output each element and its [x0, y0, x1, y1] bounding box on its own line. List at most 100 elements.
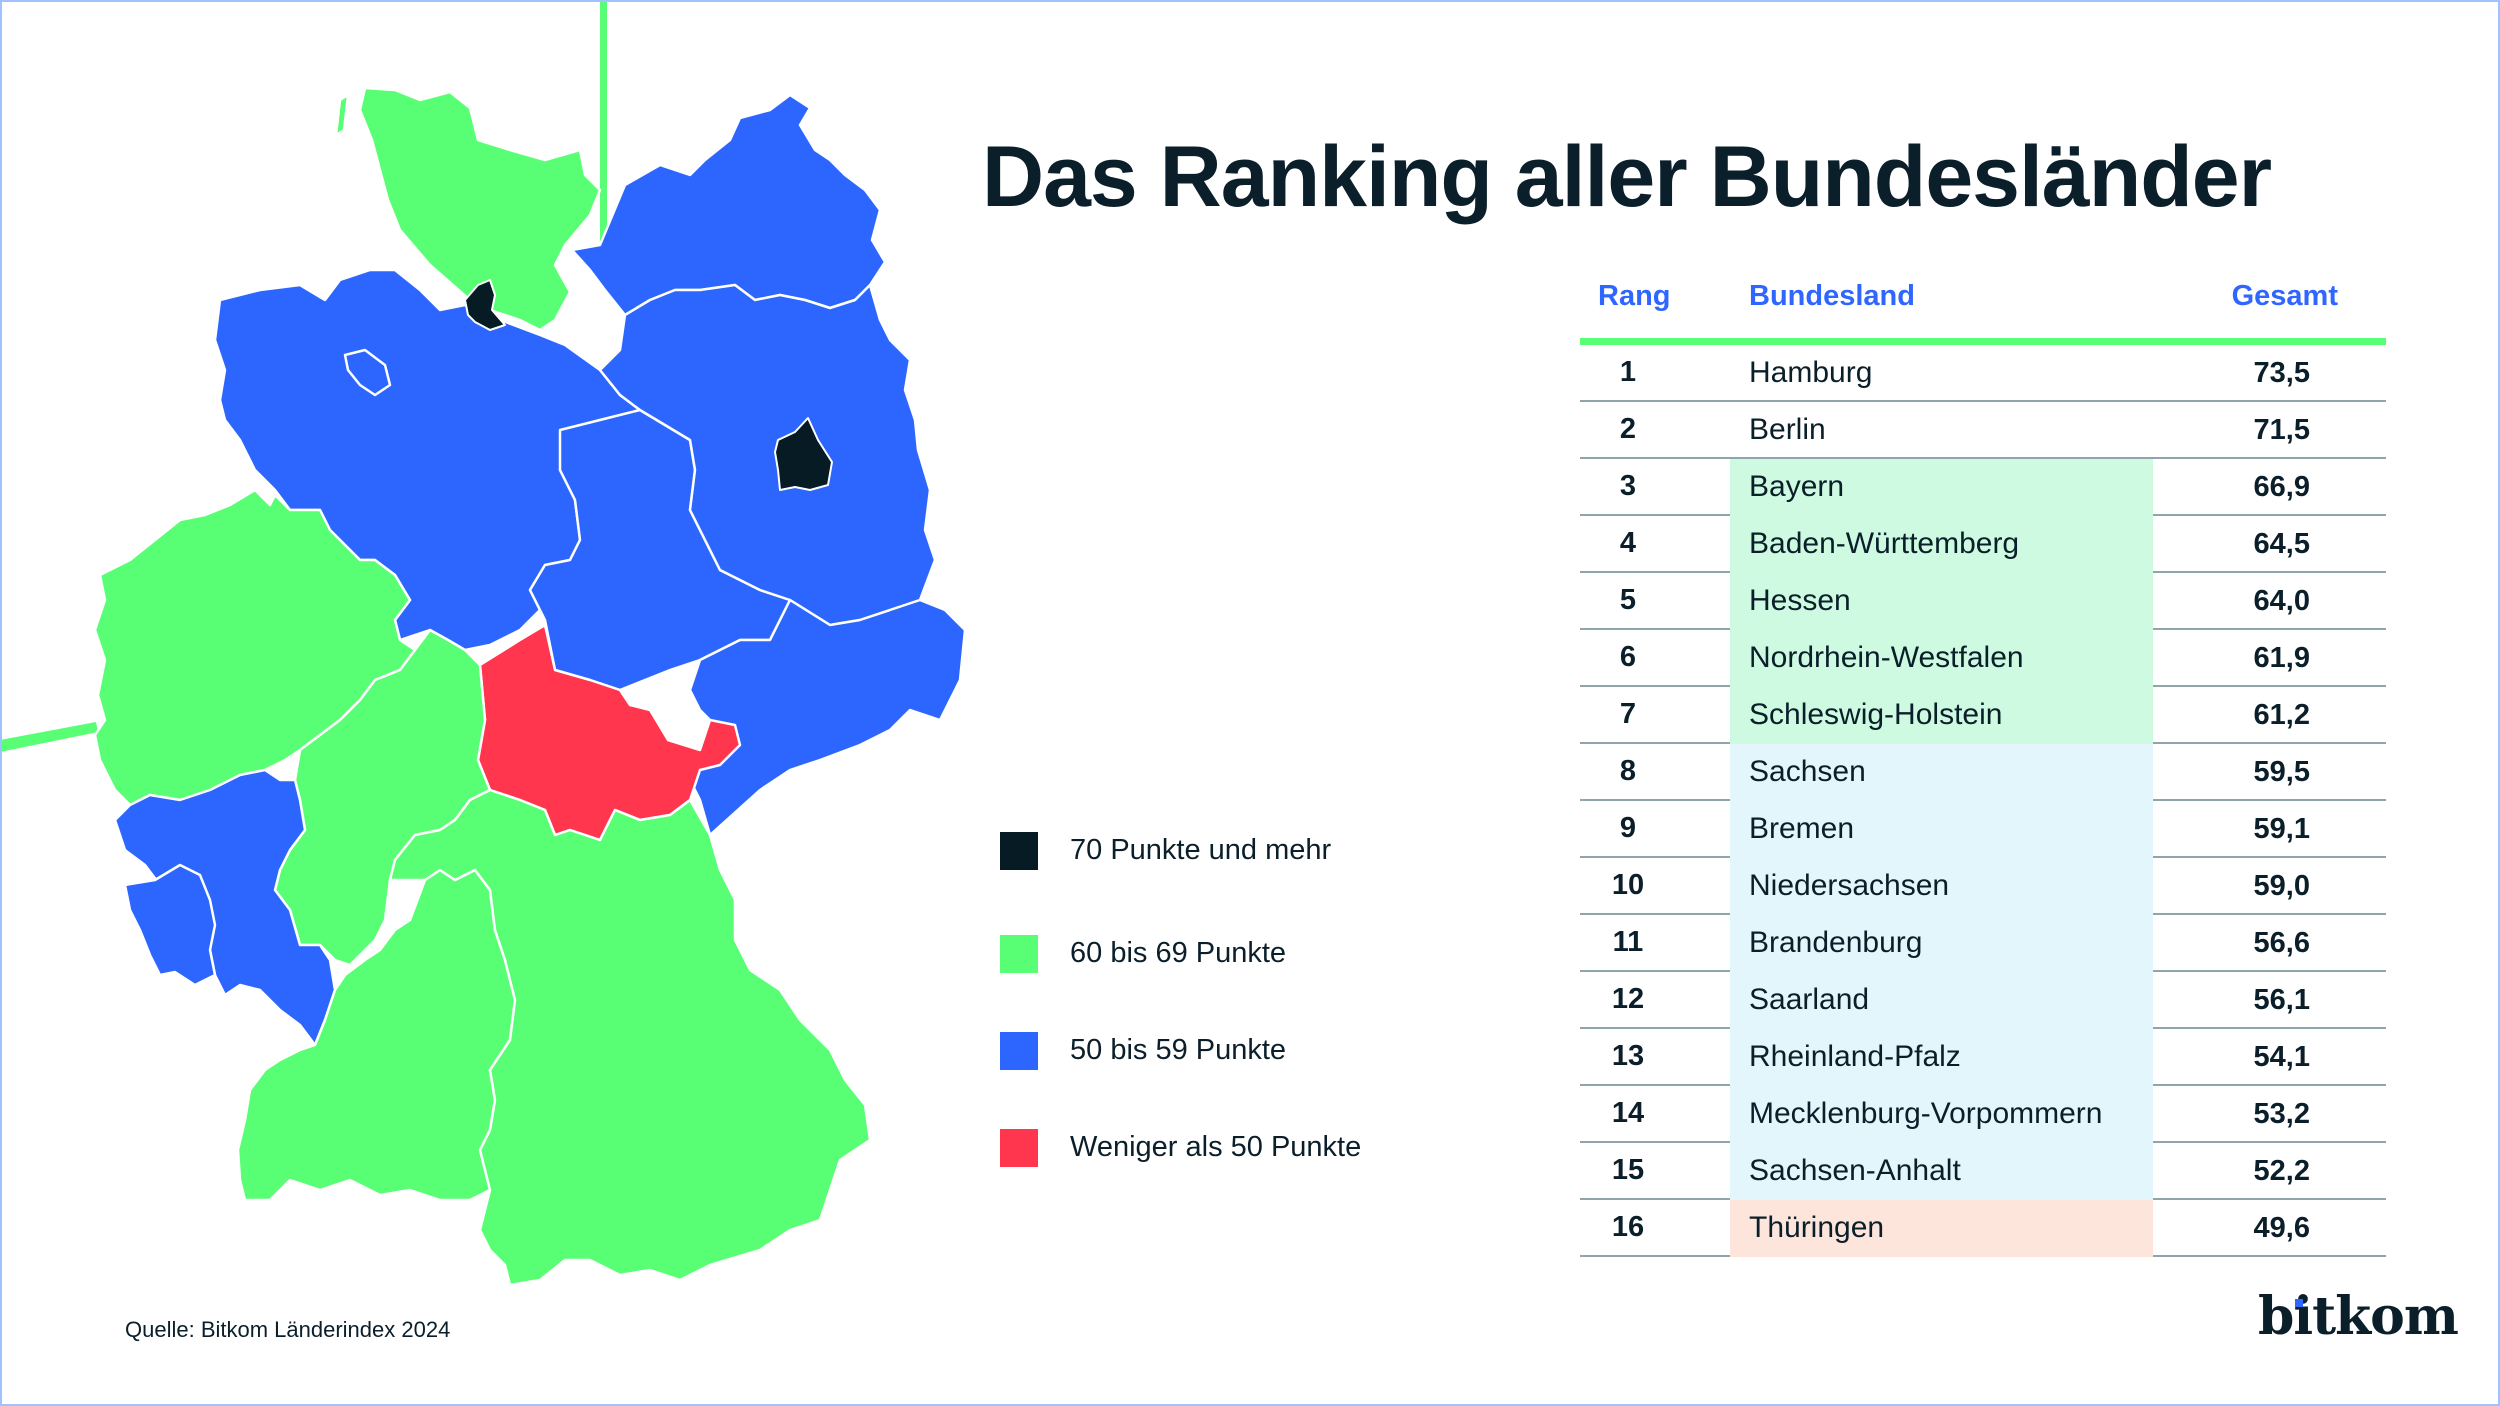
- header-rank: Rang: [1598, 280, 1671, 312]
- legend-label: Weniger als 50 Punkte: [1070, 1131, 1362, 1163]
- row-highlight: [1730, 744, 2153, 801]
- row-highlight: [1730, 573, 2153, 630]
- total-cell: 59,5: [2253, 756, 2310, 788]
- state-bayern: [388, 788, 872, 1287]
- row-highlight: [1730, 972, 2153, 1029]
- state-cell: Rheinland-Pfalz: [1749, 1040, 1961, 1073]
- rank-cell: 13: [1611, 1040, 1645, 1072]
- rank-cell: 14: [1611, 1097, 1645, 1129]
- total-cell: 64,0: [2253, 585, 2310, 617]
- row-highlight: [1730, 516, 2153, 573]
- table-row: 14 Mecklenburg-Vorpommern 53,2: [1580, 1086, 2386, 1143]
- rank-cell: 11: [1612, 926, 1644, 958]
- ranking-table: Rang Bundesland Gesamt 1 Hamburg 73,5 2 Berl…: [1580, 270, 2386, 1257]
- header-rule: [1580, 338, 2386, 345]
- bitkom-logo: bitkom: [2258, 1286, 2459, 1347]
- legend-label: 60 bis 69 Punkte: [1070, 937, 1287, 969]
- rank-cell: 2: [1619, 413, 1637, 445]
- logo-dot-icon: [2295, 1299, 2303, 1307]
- table-row: 6 Nordrhein-Westfalen 61,9: [1580, 630, 2386, 687]
- state-cell: Niedersachsen: [1749, 869, 1950, 902]
- total-cell: 49,6: [2253, 1212, 2310, 1244]
- rank-cell: 16: [1611, 1211, 1645, 1243]
- decorative-green-line-left: [0, 722, 98, 752]
- table-row: 15 Sachsen-Anhalt 52,2: [1580, 1143, 2386, 1200]
- state-bremen: [343, 348, 392, 397]
- total-cell: 59,0: [2253, 870, 2310, 902]
- rank-cell: 12: [1611, 983, 1645, 1015]
- state-cell: Thüringen: [1749, 1211, 1885, 1244]
- row-highlight: [1730, 801, 2153, 858]
- state-cell: Hessen: [1749, 584, 1851, 617]
- state-cell: Brandenburg: [1749, 926, 1923, 959]
- table-row: 12 Saarland 56,1: [1580, 972, 2386, 1029]
- total-cell: 71,5: [2253, 414, 2310, 446]
- row-highlight: [1730, 1029, 2153, 1086]
- rank-cell: 9: [1619, 812, 1637, 844]
- rank-cell: 3: [1619, 470, 1637, 502]
- legend-swatch-dark: [1000, 832, 1038, 870]
- state-cell: Sachsen: [1749, 755, 1866, 788]
- state-berlin: [774, 417, 833, 491]
- legend-swatch-red: [1000, 1129, 1038, 1167]
- state-cell: Berlin: [1749, 413, 1826, 446]
- state-cell: Bayern: [1749, 470, 1845, 503]
- rank-cell: 5: [1619, 584, 1637, 616]
- total-cell: 73,5: [2253, 357, 2310, 389]
- header-state: Bundesland: [1749, 280, 1915, 312]
- table-row: 3 Bayern 66,9: [1580, 459, 2386, 516]
- state-mecklenburg-vorpommern: [570, 93, 887, 317]
- source-note: Quelle: Bitkom Länderindex 2024: [125, 1317, 451, 1342]
- total-cell: 64,5: [2253, 528, 2310, 560]
- state-brandenburg: [598, 283, 937, 627]
- table-row: 10 Niedersachsen 59,0: [1580, 858, 2386, 915]
- decorative-green-line-vertical: [600, 0, 607, 260]
- state-saarland: [123, 863, 217, 987]
- table-row: 4 Baden-Württemberg 64,5: [1580, 516, 2386, 573]
- rank-cell: 8: [1619, 755, 1637, 787]
- legend-swatch-blue: [1000, 1032, 1038, 1070]
- state-cell: Saarland: [1749, 983, 1870, 1016]
- state-cell: Mecklenburg-Vorpommern: [1749, 1097, 2103, 1130]
- rank-cell: 4: [1619, 527, 1637, 559]
- total-cell: 61,9: [2253, 642, 2310, 674]
- table-row: 1 Hamburg 73,5: [1580, 345, 2386, 402]
- state-cell: Nordrhein-Westfalen: [1749, 641, 2024, 674]
- logo-text: bitkom: [2258, 1286, 2459, 1347]
- row-highlight: [1730, 1086, 2153, 1143]
- table-row: 13 Rheinland-Pfalz 54,1: [1580, 1029, 2386, 1086]
- island-sylt: [334, 93, 350, 137]
- row-highlight: [1730, 630, 2153, 687]
- page-title: Das Ranking aller Bundesländer: [982, 129, 2272, 225]
- state-cell: Baden-Württemberg: [1749, 527, 2020, 560]
- table-row: 9 Bremen 59,1: [1580, 801, 2386, 858]
- legend-swatch-green: [1000, 935, 1038, 973]
- total-cell: 61,2: [2253, 699, 2310, 731]
- total-cell: 52,2: [2253, 1155, 2310, 1187]
- total-cell: 53,2: [2253, 1098, 2310, 1130]
- state-cell: Hamburg: [1749, 356, 1873, 389]
- rank-cell: 7: [1619, 698, 1637, 730]
- row-highlight: [1730, 858, 2153, 915]
- rank-cell: 6: [1619, 641, 1637, 673]
- row-highlight: [1730, 459, 2153, 516]
- table-row: 7 Schleswig-Holstein 61,2: [1580, 687, 2386, 744]
- row-highlight: [1730, 1200, 2153, 1257]
- state-cell: Schleswig-Holstein: [1749, 698, 2003, 731]
- table-row: 11 Brandenburg 56,6: [1580, 915, 2386, 972]
- rank-cell: 1: [1619, 356, 1637, 388]
- table-row: 16 Thüringen 49,6: [1580, 1200, 2386, 1257]
- header-total: Gesamt: [2231, 280, 2338, 312]
- table-row: 5 Hessen 64,0: [1580, 573, 2386, 630]
- state-cell: Bremen: [1749, 812, 1855, 845]
- rank-cell: 10: [1611, 869, 1645, 901]
- total-cell: 66,9: [2253, 471, 2310, 503]
- total-cell: 56,6: [2253, 927, 2310, 959]
- total-cell: 56,1: [2253, 984, 2310, 1016]
- state-hamburg: [464, 279, 506, 331]
- legend-label: 70 Punkte und mehr: [1070, 834, 1332, 866]
- row-highlight: [1730, 687, 2153, 744]
- row-highlight: [1730, 915, 2153, 972]
- table-body: 1 Hamburg 73,5 2 Berlin 71,5 3 Bayern 66,9 4 Baden…: [1580, 345, 2386, 1257]
